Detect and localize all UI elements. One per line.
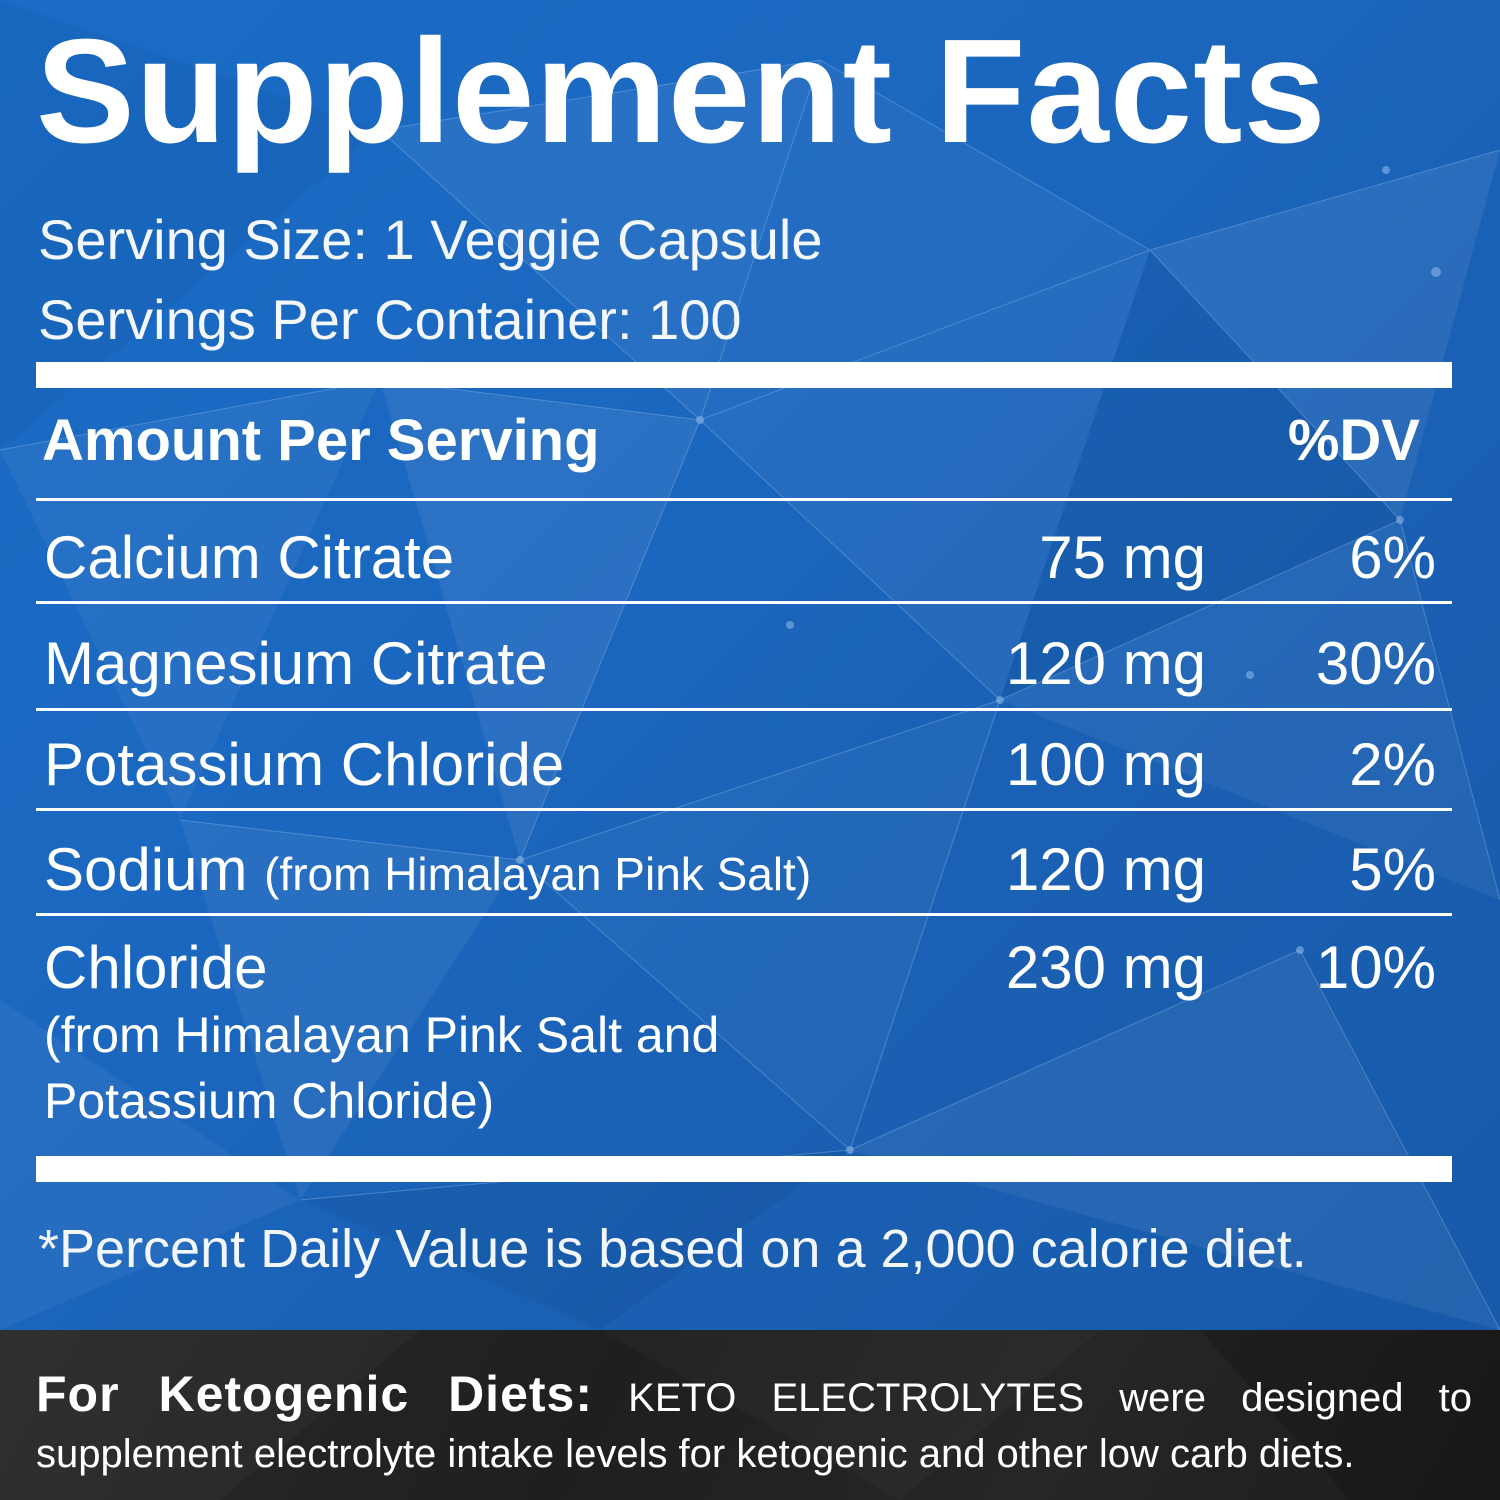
ingredient-amount: 120 mg (1005, 836, 1206, 903)
ingredient-dv: 10% (1315, 934, 1436, 1001)
daily-value-header: %DV (1287, 408, 1420, 473)
ingredient-dv: 30% (1315, 630, 1436, 697)
keto-description: For Ketogenic Diets: KETO ELECTROLYTES w… (36, 1366, 1472, 1482)
servings-per-container: Servings Per Container: 100 (38, 288, 742, 351)
dark-band-texture (1200, 1330, 1500, 1500)
ingredient-name: Sodium (from Himalayan Pink Salt) (44, 840, 811, 900)
bottom-divider (36, 1156, 1452, 1182)
row-divider (36, 601, 1452, 604)
ingredient-name: Magnesium Citrate (44, 630, 548, 697)
keto-heading: For Ketogenic Diets: (36, 1366, 593, 1422)
keto-body: KETO ELECTROLYTES were designed to suppl… (36, 1376, 1472, 1476)
ingredient-name: Calcium Citrate (44, 524, 455, 591)
serving-size: Serving Size: 1 Veggie Capsule (38, 208, 823, 271)
row-divider (36, 808, 1452, 811)
ingredient-name: Chloride (44, 934, 268, 1001)
ingredient-source-note: (from Himalayan Pink Salt) (264, 848, 812, 900)
ingredient-source-note: Potassium Chloride) (44, 1073, 495, 1129)
page-title: Supplement Facts (36, 9, 1327, 174)
ingredient-dv: 2% (1349, 731, 1436, 798)
ingredient-amount: 120 mg (1005, 630, 1206, 697)
daily-value-footnote: *Percent Daily Value is based on a 2,000… (38, 1219, 1307, 1279)
ingredient-amount: 230 mg (1005, 934, 1206, 1001)
supplement-facts-panel: Supplement Facts Serving Size: 1 Veggie … (0, 0, 1500, 1330)
ingredient-name: Potassium Chloride (44, 731, 565, 798)
ingredient-dv: 6% (1349, 524, 1436, 591)
row-divider (36, 498, 1452, 501)
amount-per-serving-header: Amount Per Serving (42, 408, 600, 473)
ingredient-source-note: (from Himalayan Pink Salt and (44, 1007, 720, 1063)
row-divider (36, 913, 1452, 916)
top-divider (36, 362, 1452, 388)
ingredient-amount: 100 mg (1005, 731, 1206, 798)
ingredient-dv: 5% (1349, 836, 1436, 903)
ingredient-name-text: Sodium (44, 836, 248, 903)
polygon-background-art (0, 59, 1500, 1330)
ingredient-amount: 75 mg (1039, 524, 1206, 591)
keto-info-band (0, 1330, 1500, 1500)
row-divider (36, 708, 1452, 711)
